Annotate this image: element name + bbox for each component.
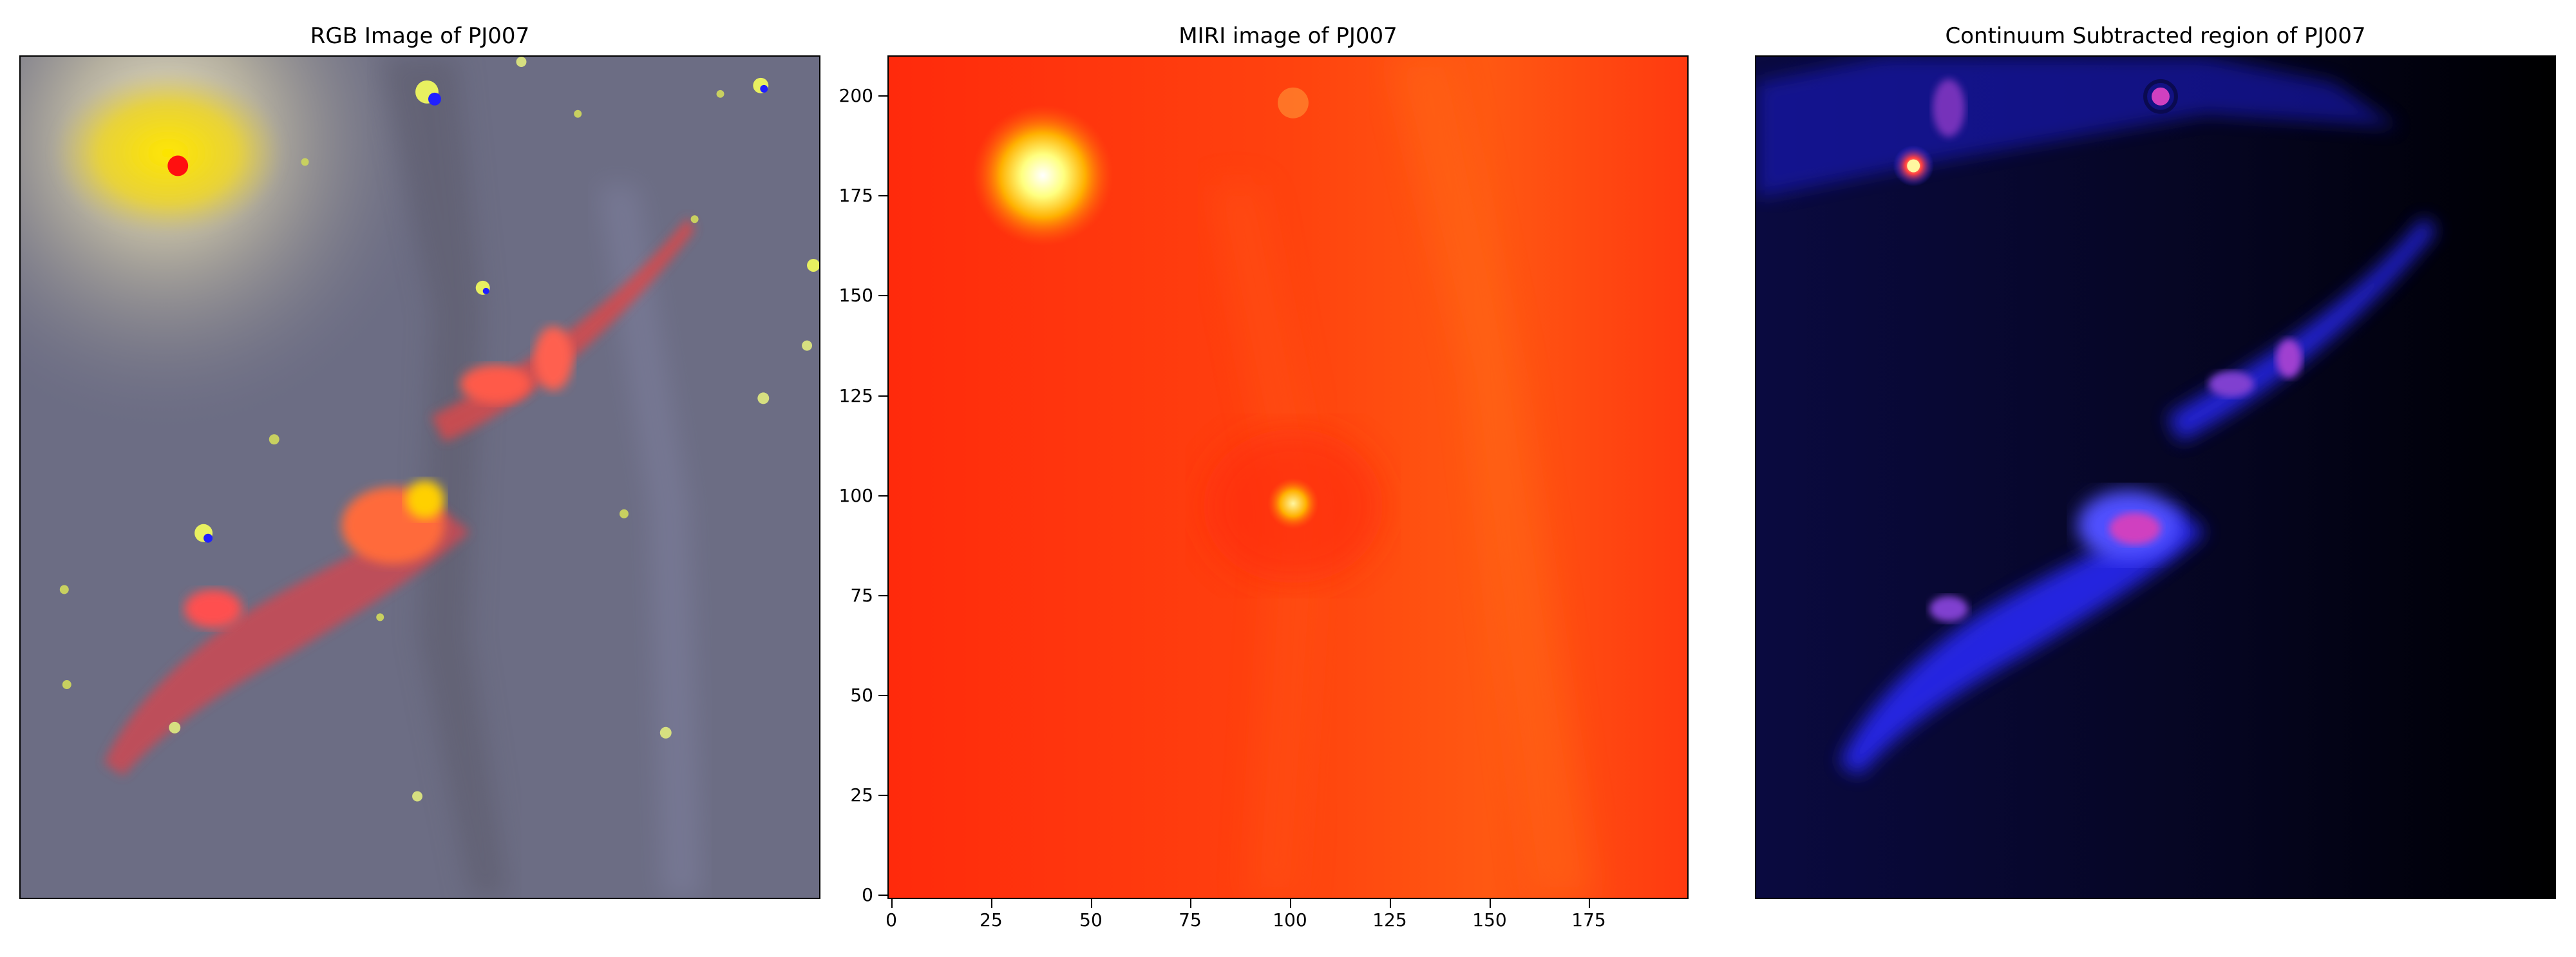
y-tick-label-200: 200 [838,85,873,106]
miri-panel-title: MIRI image of PJ007 [1179,23,1397,49]
y-tick-label-75: 75 [850,585,873,606]
rgb-panel-title: RGB Image of PJ007 [310,23,530,49]
x-tick-label-125: 125 [1372,909,1407,931]
y-tick-150 [878,295,887,296]
x-tick-0 [891,899,893,908]
x-tick-150 [1490,899,1491,908]
y-tick-label-0: 0 [862,884,873,905]
x-tick-label-75: 75 [1179,909,1202,931]
x-tick-label-0: 0 [886,909,897,931]
x-tick-label-150: 150 [1472,909,1507,931]
y-tick-50 [878,695,887,696]
y-tick-label-100: 100 [838,485,873,506]
rgb-image [19,55,820,899]
y-tick-label-150: 150 [838,285,873,306]
miri-panel: MIRI image of PJ007 [839,0,1689,957]
x-tick-125 [1390,899,1391,908]
miri-image [887,55,1689,899]
y-tick-75 [878,595,887,596]
x-tick-label-175: 175 [1571,909,1606,931]
x-tick-25 [991,899,992,908]
y-tick-label-50: 50 [850,685,873,706]
y-tick-label-125: 125 [838,385,873,406]
continuum-image [1755,55,2556,899]
x-tick-label-50: 50 [1079,909,1103,931]
x-tick-label-100: 100 [1273,909,1307,931]
rgb-panel: RGB Image of PJ007 [19,0,820,957]
x-tick-75 [1190,899,1191,908]
y-tick-label-25: 25 [850,784,873,806]
x-tick-label-25: 25 [980,909,1003,931]
y-tick-175 [878,195,887,196]
x-tick-50 [1091,899,1092,908]
continuum-panel: Continuum Subtracted region of PJ007 [1755,0,2556,957]
y-tick-100 [878,495,887,497]
x-tick-100 [1290,899,1291,908]
y-tick-200 [878,95,887,97]
y-tick-0 [878,895,887,896]
x-tick-175 [1589,899,1590,908]
y-tick-125 [878,395,887,397]
y-tick-25 [878,795,887,796]
y-tick-label-175: 175 [838,185,873,206]
continuum-panel-title: Continuum Subtracted region of PJ007 [1945,23,2366,49]
